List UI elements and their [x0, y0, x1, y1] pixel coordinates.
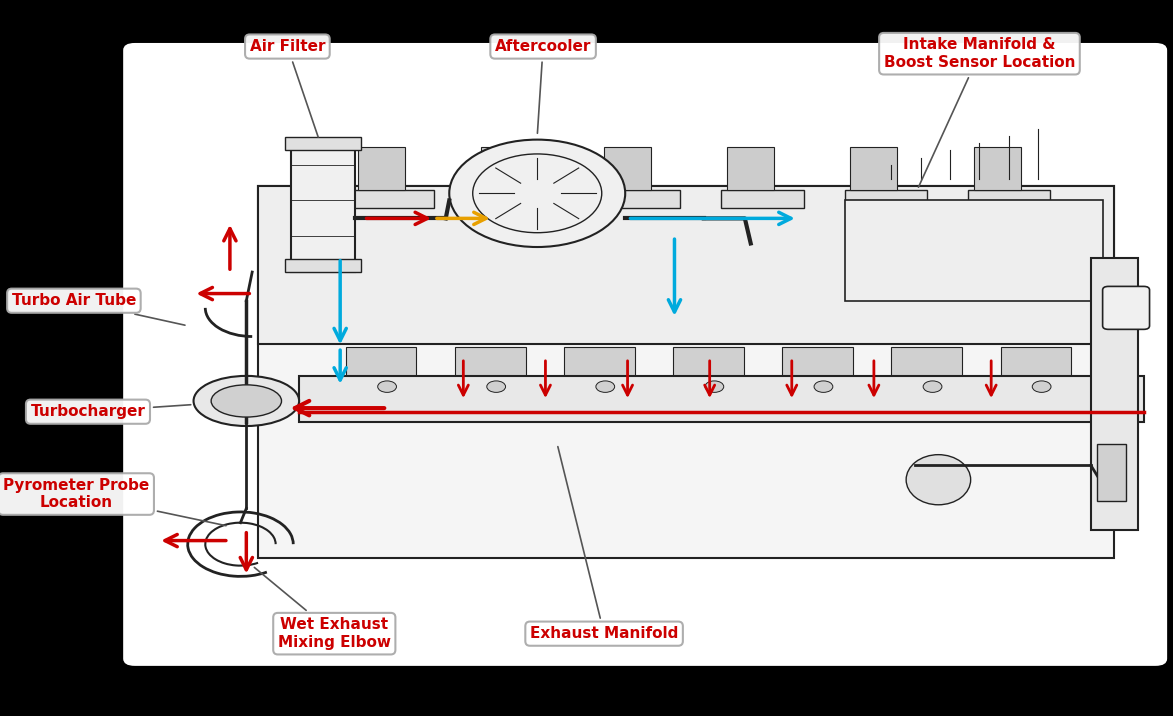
Bar	[1091, 258, 1138, 530]
Bar	[564, 347, 635, 376]
Bar	[673, 347, 744, 376]
Circle shape	[596, 381, 615, 392]
Circle shape	[378, 381, 396, 392]
Circle shape	[1032, 381, 1051, 392]
Bar	[358, 147, 405, 190]
Bar	[1001, 347, 1071, 376]
Bar	[475, 190, 557, 208]
Bar	[258, 186, 1114, 344]
FancyBboxPatch shape	[1103, 286, 1150, 329]
Bar	[481, 147, 528, 190]
Circle shape	[487, 381, 506, 392]
Bar	[845, 200, 1103, 301]
Text: Exhaust Manifold: Exhaust Manifold	[530, 447, 678, 641]
Bar	[258, 186, 1114, 558]
Bar	[299, 376, 1144, 422]
Ellipse shape	[211, 384, 282, 417]
Circle shape	[814, 381, 833, 392]
Text: Turbo Air Tube: Turbo Air Tube	[12, 294, 185, 325]
Text: Turbocharger: Turbocharger	[30, 405, 191, 419]
Bar	[352, 190, 434, 208]
Bar	[845, 190, 927, 208]
FancyBboxPatch shape	[123, 43, 1167, 666]
Ellipse shape	[907, 455, 971, 505]
Bar	[285, 137, 361, 150]
Circle shape	[449, 140, 625, 247]
Bar	[598, 190, 680, 208]
Bar	[891, 347, 962, 376]
Bar	[346, 347, 416, 376]
Bar	[782, 347, 853, 376]
Bar	[285, 259, 361, 272]
Bar	[850, 147, 897, 190]
Ellipse shape	[194, 376, 299, 426]
Bar	[974, 147, 1021, 190]
Text: Wet Exhaust
Mixing Elbow: Wet Exhaust Mixing Elbow	[255, 567, 391, 650]
Bar	[968, 190, 1050, 208]
Text: Intake Manifold &
Boost Sensor Location: Intake Manifold & Boost Sensor Location	[883, 37, 1076, 187]
Bar	[455, 347, 526, 376]
Bar	[291, 143, 355, 272]
Text: Aftercooler: Aftercooler	[495, 39, 591, 133]
Bar	[721, 190, 804, 208]
Bar	[1097, 444, 1126, 501]
Bar	[727, 147, 774, 190]
Circle shape	[705, 381, 724, 392]
Bar	[604, 147, 651, 190]
Text: Air Filter: Air Filter	[250, 39, 325, 137]
Circle shape	[923, 381, 942, 392]
Text: Pyrometer Probe
Location: Pyrometer Probe Location	[4, 478, 226, 526]
